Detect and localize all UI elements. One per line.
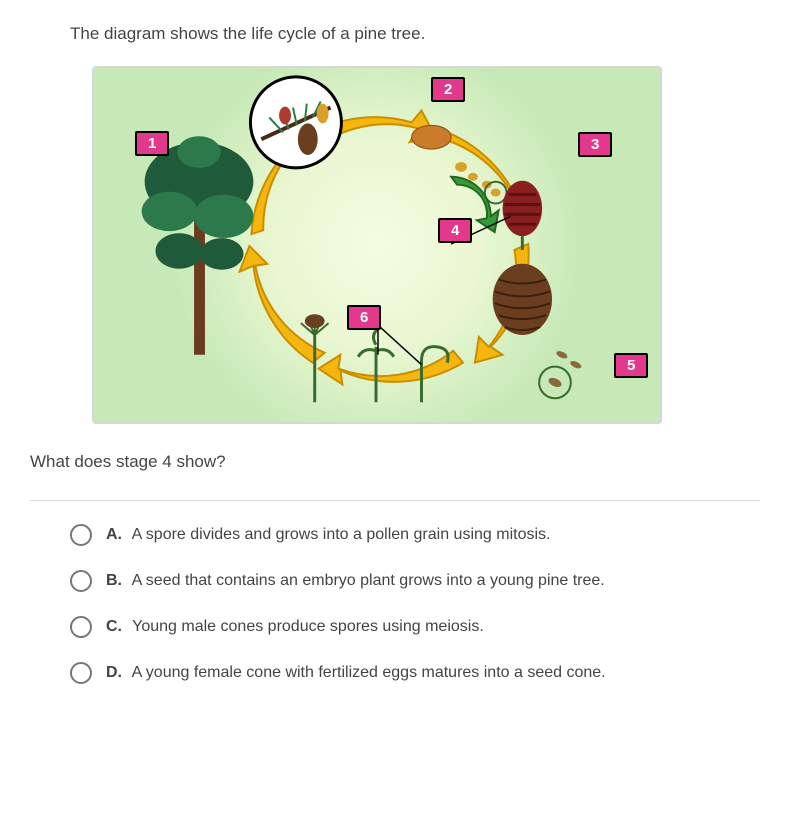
choice-text: A. A spore divides and grows into a poll… bbox=[106, 523, 550, 547]
choice-text: D. A young female cone with fertilized e… bbox=[106, 661, 606, 685]
question-prompt: The diagram shows the life cycle of a pi… bbox=[70, 24, 760, 44]
radio-button[interactable] bbox=[70, 662, 92, 684]
radio-button[interactable] bbox=[70, 570, 92, 592]
choice-text: C. Young male cones produce spores using… bbox=[106, 615, 484, 639]
life-cycle-diagram: 1 2 3 4 5 6 bbox=[92, 66, 662, 424]
radio-button[interactable] bbox=[70, 616, 92, 638]
radio-button[interactable] bbox=[70, 524, 92, 546]
answer-choice[interactable]: D. A young female cone with fertilized e… bbox=[70, 661, 760, 685]
stage-label-2: 2 bbox=[431, 77, 465, 102]
answer-choice[interactable]: C. Young male cones produce spores using… bbox=[70, 615, 760, 639]
question-text: What does stage 4 show? bbox=[30, 452, 760, 472]
choice-text: B. A seed that contains an embryo plant … bbox=[106, 569, 605, 593]
stage-label-5: 5 bbox=[614, 353, 648, 378]
stage-label-4: 4 bbox=[438, 218, 472, 243]
stage-label-6: 6 bbox=[347, 305, 381, 330]
stage-label-1: 1 bbox=[135, 131, 169, 156]
answer-choice[interactable]: B. A seed that contains an embryo plant … bbox=[70, 569, 760, 593]
stage-label-3: 3 bbox=[578, 132, 612, 157]
divider bbox=[30, 500, 760, 501]
diagram-svg bbox=[94, 68, 660, 422]
answer-choice[interactable]: A. A spore divides and grows into a poll… bbox=[70, 523, 760, 547]
